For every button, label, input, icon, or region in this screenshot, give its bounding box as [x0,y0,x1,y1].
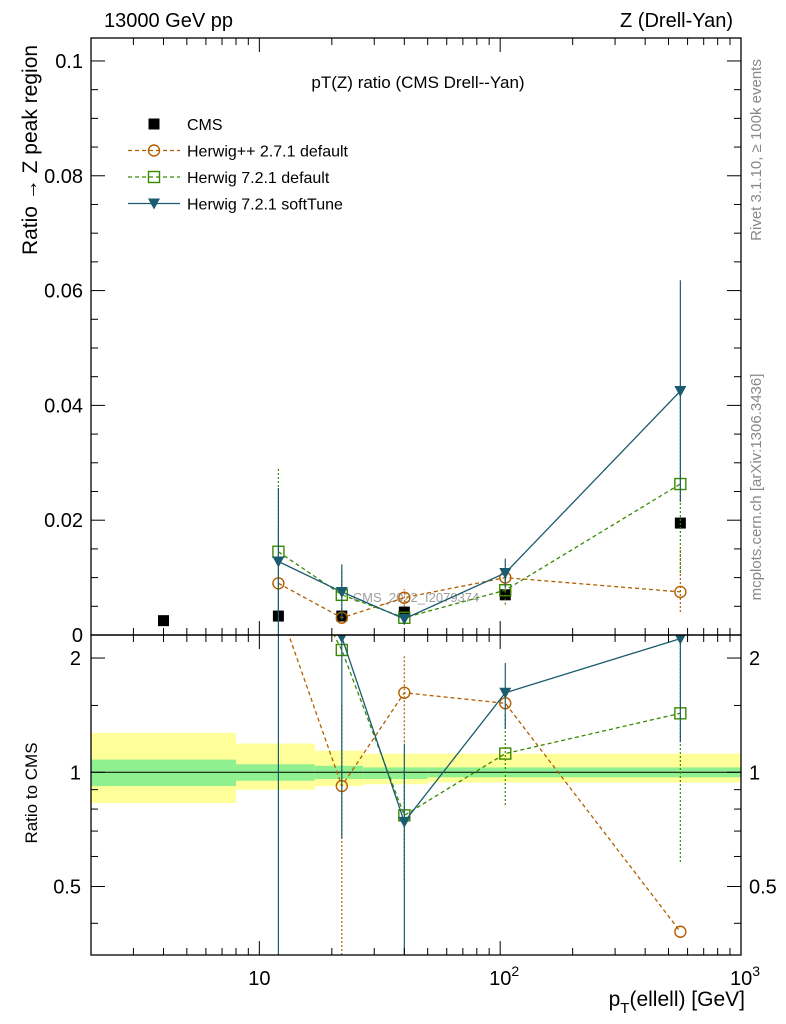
x-axis-label-base: p [609,988,621,1011]
ratio-ytick-label-right-2: 2 [749,648,760,670]
legend-marker-0 [148,118,160,130]
main-series-3-point-1 [335,586,348,598]
main-ytick-label-4: 0.08 [44,166,83,188]
ratio-xtick-label-2-exp: 3 [752,963,760,979]
ratio-series-2-point-2 [398,816,411,828]
ratio-series-1 [333,635,687,881]
ratio-ytick-label-right-0: 0.5 [749,877,777,899]
green-band-3 [363,767,428,780]
ratio-ylabel: Ratio to CMS [22,742,41,843]
main-series-0 [157,517,686,627]
plot-layer: 0 0.02 0.04 0.06 0.08 0.1 0.5 0.5 1 1 2 2 10 102 103 CM… [44,37,777,990]
main-series-3-point-2 [398,613,411,625]
legend-label-0: CMS [187,117,223,134]
main-ylabel: Ratio → Z peak region [19,45,42,255]
legend: CMS Herwig++ 2.7.1 default Herwig 7.2.1 de… [128,117,349,214]
rivet-label: Rivet 3.1.10, ≥ 100k events [748,59,765,241]
ratio-series-0-point-4 [674,925,687,938]
main-series-3-point-4 [674,386,687,398]
main-series-3-line [278,390,681,620]
main-series-0-point-0 [157,615,169,627]
main-series-1-point-4 [674,585,687,599]
watermark: CMS_2022_I2079374 [353,590,480,605]
ratio-bands [91,732,741,803]
ratio-ytick-label-2: 2 [70,648,81,670]
legend-label-3: Herwig 7.2.1 softTune [187,197,343,214]
main-series-2-line [278,483,681,619]
ratio-series-1-point-3 [499,747,512,760]
legend-marker-3 [148,198,160,210]
ratio-ytick-label-0: 0.5 [53,877,81,899]
main-ytick-label-5: 0.1 [55,51,83,73]
x-axis-label-sub: T [620,1000,629,1017]
ratio-series-0-point-2 [398,686,411,699]
ratio-series-2-point-1 [337,635,347,644]
legend-label-2: Herwig 7.2.1 default [187,170,330,187]
green-band-0 [91,759,236,787]
ratio-series-1-line [333,635,681,817]
main-series-3-point-0 [272,556,285,568]
ratio-ytick-label-right-1: 1 [749,762,760,784]
ratio-series-2 [277,635,686,955]
legend-marker-1 [147,144,161,157]
main-series-2 [272,395,687,635]
ratio-series-2-point-3 [499,687,512,699]
x-axis-label-rest: (ellell) [GeV] [629,988,745,1011]
legend-label-1: Herwig++ 2.7.1 default [187,144,349,161]
main-ytick-label-0: 0 [72,625,83,647]
ratio-xtick-label-0: 10 [248,968,270,990]
legend-marker-2 [147,170,161,184]
header-right: Z (Drell-Yan) [620,10,733,32]
main-series-3 [272,280,687,635]
mcplots-label: mcplots.cern.ch [arXiv:1306.3436] [748,374,765,601]
ratio-xtick-label-2: 103 [730,963,760,990]
main-series-3-point-3 [499,568,512,580]
ratio-series-2-point-4 [675,635,686,645]
main-ytick-label-1: 0.02 [44,510,83,532]
main-ytick-label-3: 0.06 [44,281,83,303]
header-left: 13000 GeV pp [104,10,233,32]
main-series-1 [272,531,687,624]
x-axis-label-text: pT(ellell) [GeV] [609,988,745,1017]
main-ytick-label-2: 0.04 [44,395,83,417]
main-series-1-point-2 [398,591,411,604]
ratio-frame [90,634,742,956]
x-axis-label: pT(ellell) [GeV] [609,988,745,1017]
ratio-xtick-label-1: 102 [489,963,519,990]
main-title: pT(Z) ratio (CMS Drell--Yan) [311,73,524,92]
ratio-ytick-label-1: 1 [70,762,81,784]
ratio-xtick-label-1-exp: 2 [511,963,519,979]
